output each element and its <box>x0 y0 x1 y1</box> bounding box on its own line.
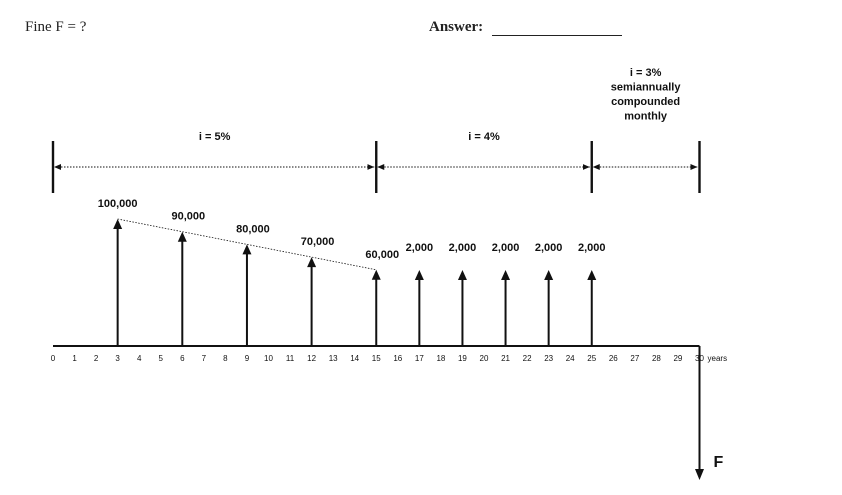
interest-rate-label: i = 3% <box>630 67 662 79</box>
future-value-arrow: F <box>695 346 724 480</box>
axis-tick-label: 15 <box>372 354 381 363</box>
axis-tick-label: 14 <box>350 354 359 363</box>
cash-flow-amount-label: 100,000 <box>98 198 138 210</box>
cash-flow-amount-label: 2,000 <box>406 242 434 254</box>
axis-tick-label: 23 <box>544 354 553 363</box>
axis-tick-label: 4 <box>137 354 142 363</box>
cash-flow-year-12: 70,000 <box>301 236 335 346</box>
axis-tick-label: 27 <box>630 354 639 363</box>
axis-tick-label: 26 <box>609 354 618 363</box>
axis-tick-label: 7 <box>202 354 207 363</box>
cash-flow-year-6: 90,000 <box>171 211 205 346</box>
axis-tick-label: 10 <box>264 354 273 363</box>
cash-flow-amount-label: 80,000 <box>236 223 270 235</box>
axis-tick-label: 18 <box>436 354 445 363</box>
axis-tick-label: 1 <box>72 354 77 363</box>
cash-flow-amount-label: 2,000 <box>449 242 477 254</box>
interest-rate-label: i = 4% <box>468 131 500 143</box>
cash-flow-arrowhead <box>544 270 554 280</box>
cash-flow-arrowhead <box>113 219 123 229</box>
interest-rate-label: monthly <box>624 111 668 123</box>
interest-periods: i = 5% i = 4% i = 3% semiannually compounded… <box>51 67 701 193</box>
cash-flow-arrowhead <box>414 270 424 280</box>
cash-flow-year-17: 2,000 <box>406 242 434 346</box>
cash-flow-year-19: 2,000 <box>449 242 477 346</box>
axis-tick-label: 25 <box>587 354 596 363</box>
axis-tick-label: 29 <box>673 354 682 363</box>
cash-flow-arrows: 100,000 90,000 80,000 70,000 60,000 2,000 2,00… <box>98 198 724 480</box>
cash-flow-year-3: 100,000 <box>98 198 138 346</box>
cash-flow-year-25: 2,000 <box>578 242 606 346</box>
axis-tick-label: 8 <box>223 354 228 363</box>
interest-rate-label: semiannually <box>611 82 682 94</box>
axis-tick-label: 12 <box>307 354 316 363</box>
interest-rate-label: compounded <box>611 96 680 108</box>
answer-label: Answer: <box>429 19 484 35</box>
cash-flow-amount-label: 2,000 <box>578 242 606 254</box>
cash-flow-arrowhead <box>371 269 381 280</box>
gradient-connector-line <box>117 218 377 271</box>
interest-rate-label: i = 5% <box>199 131 231 143</box>
future-value-arrowhead <box>695 469 704 480</box>
axis-tick-label: 11 <box>286 354 295 363</box>
axis-tick-label: 21 <box>501 354 510 363</box>
cash-flow-amount-label: 90,000 <box>171 211 205 223</box>
cash-flow-arrowhead <box>457 270 467 280</box>
cash-flow-amount-label: 60,000 <box>365 249 399 261</box>
cash-flow-arrowhead <box>242 244 252 255</box>
cash-flow-arrowhead <box>307 257 317 268</box>
answer-blank-line <box>492 35 622 36</box>
axis-tick-label: 9 <box>245 354 250 363</box>
axis-tick-label: 24 <box>566 354 575 363</box>
timeline-axis: 0 1 2 3 4 5 6 7 8 9 10 11 12 13 14 15 16 17 18 19 20 21 22 23 24… <box>51 345 728 363</box>
axis-tick-label: 0 <box>51 354 56 363</box>
cash-flow-amount-label: 2,000 <box>492 242 520 254</box>
axis-tick-label: 2 <box>94 354 99 363</box>
axis-tick-label: 20 <box>480 354 489 363</box>
cash-flow-year-15: 60,000 <box>365 249 399 346</box>
future-value-label: F <box>714 454 724 471</box>
cash-flow-year-23: 2,000 <box>535 242 563 346</box>
axis-tick-label: 6 <box>180 354 185 363</box>
axis-tick-label: 19 <box>458 354 467 363</box>
cash-flow-arrowhead <box>587 270 597 280</box>
axis-tick-label: 5 <box>159 354 164 363</box>
axis-tick-label: 16 <box>393 354 402 363</box>
cash-flow-amount-label: 2,000 <box>535 242 563 254</box>
axis-unit-label: years <box>708 354 728 363</box>
axis-tick-label: 3 <box>115 354 120 363</box>
cash-flow-year-9: 80,000 <box>236 223 270 346</box>
axis-tick-label: 13 <box>329 354 338 363</box>
cash-flow-amount-label: 70,000 <box>301 236 335 248</box>
cash-flow-arrowhead <box>501 270 511 280</box>
question-text: Fine F = ? <box>25 19 87 35</box>
cash-flow-year-21: 2,000 <box>492 242 520 346</box>
axis-tick-label: 22 <box>523 354 532 363</box>
axis-tick-label: 28 <box>652 354 661 363</box>
cash-flow-arrowhead <box>177 231 187 242</box>
axis-tick-label: 17 <box>415 354 424 363</box>
